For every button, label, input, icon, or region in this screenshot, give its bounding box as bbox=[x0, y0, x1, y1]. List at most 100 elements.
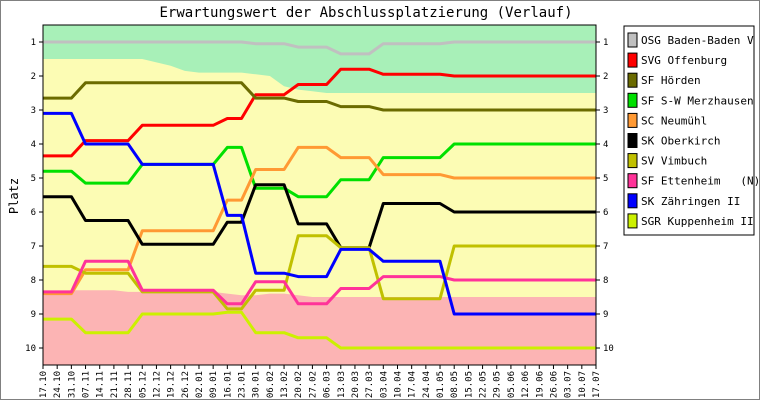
x-tick-label: 24.04 bbox=[422, 371, 432, 398]
x-tick-label: 27.02 bbox=[308, 371, 318, 398]
legend-entry: SF S-W Merzhausen bbox=[641, 94, 754, 107]
legend-swatch bbox=[627, 173, 638, 189]
x-tick-label: 03.04 bbox=[379, 371, 389, 398]
x-tick-label: 05.06 bbox=[507, 371, 517, 398]
series-line-8 bbox=[43, 259, 596, 306]
y-tick-label-right: 8 bbox=[603, 276, 608, 286]
x-tick-label: 12.12 bbox=[152, 371, 162, 398]
series-line-1 bbox=[43, 40, 596, 56]
legend-swatch bbox=[627, 52, 638, 68]
y-axis-label: Platz bbox=[7, 178, 21, 214]
x-tick-label: 17.04 bbox=[408, 371, 418, 398]
x-tick-label: 10.07 bbox=[578, 371, 588, 398]
legend: OSG Baden-Baden V SVG Offenburg SF Hörden S… bbox=[623, 25, 760, 236]
series-line-9 bbox=[43, 111, 596, 316]
x-tick-label: 13.03 bbox=[337, 371, 347, 398]
y-tick-label-left: 9 bbox=[31, 310, 36, 320]
x-tick-label: 03.07 bbox=[564, 371, 574, 398]
legend-swatch bbox=[627, 193, 638, 209]
legend-swatch bbox=[627, 92, 638, 108]
series-line-3 bbox=[43, 81, 596, 112]
legend-swatch bbox=[627, 72, 638, 88]
legend-swatch bbox=[627, 133, 638, 148]
x-tick-label: 31.10 bbox=[67, 371, 77, 398]
series-line-2 bbox=[43, 67, 596, 158]
series-line-5 bbox=[43, 145, 596, 296]
y-tick-label-right: 7 bbox=[603, 242, 608, 252]
y-tick-label-left: 1 bbox=[31, 38, 36, 48]
x-tick-label: 05.12 bbox=[138, 371, 148, 398]
legend-entry: SC Neumühl bbox=[641, 114, 707, 127]
x-tick-label: 19.12 bbox=[167, 371, 177, 398]
y-tick-label-right: 3 bbox=[603, 106, 608, 116]
x-tick-label: 29.05 bbox=[493, 371, 503, 398]
x-tick-label: 21.11 bbox=[110, 371, 120, 398]
x-tick-label: 20.02 bbox=[294, 371, 304, 398]
x-tick-label: 20.03 bbox=[351, 371, 361, 398]
legend-swatch bbox=[627, 213, 638, 229]
x-tick-label: 16.01 bbox=[223, 371, 233, 398]
series-line-10 bbox=[43, 310, 596, 350]
x-tick-label: 17.10 bbox=[39, 371, 49, 398]
legend-entry: SF Ettenheim (N) bbox=[641, 175, 760, 188]
zone-layer bbox=[43, 25, 596, 365]
legend-swatch bbox=[627, 153, 638, 169]
x-tick-label: 24.10 bbox=[53, 371, 63, 398]
x-tick-label: 09.01 bbox=[209, 371, 219, 398]
x-tick-label: 10.04 bbox=[393, 371, 403, 398]
x-tick-label: 19.06 bbox=[535, 371, 545, 398]
legend-swatch bbox=[627, 112, 638, 128]
series-line-6 bbox=[43, 183, 596, 250]
axes-layer: 1 1 2 2 3 3 4 4 5 5 6 6 7 7 8 8 9 9 10 10 17.10 24.10 31.10 07.… bbox=[25, 24, 614, 398]
y-tick-label-right: 10 bbox=[603, 344, 614, 354]
x-tick-label: 30.01 bbox=[252, 371, 262, 398]
x-tick-label: 14.11 bbox=[96, 371, 106, 398]
x-tick-label: 06.02 bbox=[266, 371, 276, 398]
x-tick-label: 23.01 bbox=[238, 371, 248, 398]
x-tick-label: 28.11 bbox=[124, 371, 134, 398]
x-tick-label: 27.03 bbox=[365, 371, 375, 398]
legend-entry: OSG Baden-Baden V bbox=[641, 34, 754, 47]
x-tick-label: 08.05 bbox=[450, 371, 460, 398]
y-tick-label-right: 5 bbox=[603, 174, 608, 184]
legend-entry: SGR Kuppenheim II bbox=[641, 215, 754, 228]
legend-entry: SK Oberkirch bbox=[641, 135, 720, 148]
zone-red bbox=[43, 290, 596, 365]
y-tick-label-left: 4 bbox=[31, 140, 36, 150]
x-tick-label: 12.06 bbox=[521, 371, 531, 398]
chart-title: Erwartungswert der Abschlussplatzierung … bbox=[159, 5, 572, 21]
y-tick-label-right: 1 bbox=[603, 38, 608, 48]
y-tick-label-right: 2 bbox=[603, 72, 608, 82]
y-tick-label-left: 5 bbox=[31, 174, 36, 184]
y-tick-label-left: 6 bbox=[31, 208, 36, 218]
y-tick-label-right: 4 bbox=[603, 140, 608, 150]
y-tick-label-left: 7 bbox=[31, 242, 36, 252]
x-tick-label: 17.07 bbox=[592, 371, 602, 398]
legend-box bbox=[623, 25, 755, 236]
y-tick-label-left: 10 bbox=[25, 344, 36, 354]
y-tick-label-left: 2 bbox=[31, 72, 36, 82]
x-tick-label: 15.05 bbox=[464, 371, 474, 398]
legend-entry: SF Hörden bbox=[641, 74, 701, 87]
x-tick-label: 26.06 bbox=[549, 371, 559, 398]
y-tick-label-left: 8 bbox=[31, 276, 36, 286]
x-tick-label: 06.03 bbox=[323, 371, 333, 398]
y-tick-label-right: 6 bbox=[603, 208, 608, 218]
x-tick-label: 26.12 bbox=[181, 371, 191, 398]
x-tick-label: 13.02 bbox=[280, 371, 290, 398]
y-tick-label-left: 3 bbox=[31, 106, 36, 116]
series-line-7 bbox=[43, 234, 596, 311]
legend-entry: SK Zähringen II bbox=[641, 195, 740, 208]
x-tick-label: 07.11 bbox=[82, 371, 92, 398]
series-line-4 bbox=[43, 142, 596, 199]
x-tick-label: 01.05 bbox=[436, 371, 446, 398]
legend-entry: SV Vimbuch bbox=[641, 155, 707, 168]
plot-area-border bbox=[42, 24, 597, 366]
legend-swatch bbox=[627, 32, 638, 48]
x-tick-label: 02.01 bbox=[195, 371, 205, 398]
x-tick-label: 22.05 bbox=[479, 371, 489, 398]
legend-entry: SVG Offenburg bbox=[641, 54, 727, 67]
y-tick-label-right: 9 bbox=[603, 310, 608, 320]
